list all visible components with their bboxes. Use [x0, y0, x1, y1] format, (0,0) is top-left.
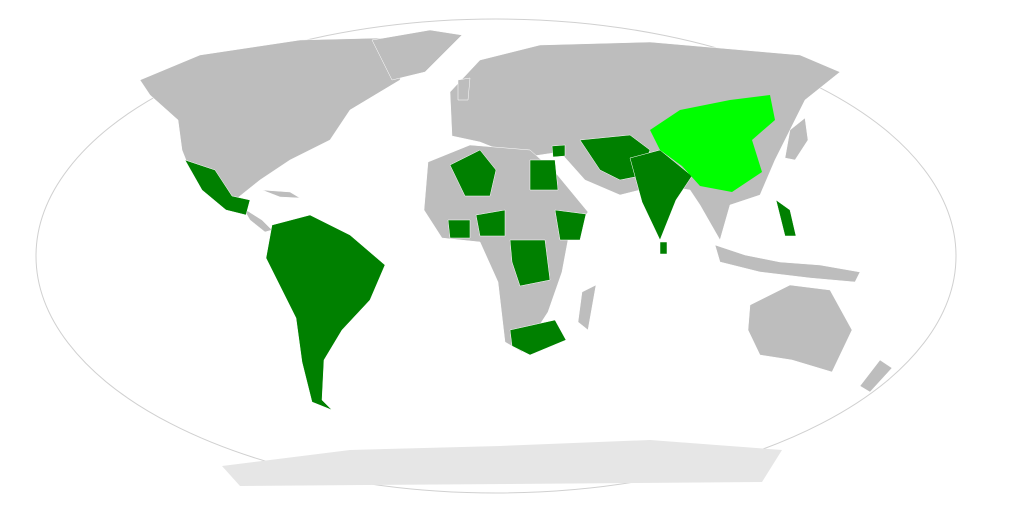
- central-america: [242, 207, 273, 233]
- land-default: [139, 29, 893, 393]
- sri-lanka: [659, 241, 668, 255]
- uk: [457, 77, 471, 101]
- syria: [551, 144, 566, 158]
- eurasia: [449, 41, 841, 241]
- antarctica: [222, 440, 782, 486]
- egypt: [529, 159, 559, 191]
- mexico: [184, 159, 251, 216]
- australia: [747, 284, 853, 373]
- dr-congo: [509, 239, 551, 287]
- south-america-highlight: [265, 214, 386, 411]
- africa: [423, 144, 589, 353]
- ethiopia: [554, 209, 587, 241]
- china: [650, 95, 775, 192]
- greenland: [371, 29, 463, 81]
- south-africa: [509, 319, 567, 356]
- algeria: [449, 149, 497, 197]
- north-america: [139, 37, 411, 201]
- caribbean: [261, 189, 301, 199]
- japan: [784, 117, 809, 161]
- new-zealand: [859, 359, 893, 393]
- indonesia: [714, 244, 861, 283]
- secondary-highlight-countries: [184, 134, 797, 411]
- cote-divoire-ghana: [447, 219, 471, 239]
- nigeria: [475, 209, 506, 237]
- madagascar: [577, 284, 597, 331]
- philippines: [775, 199, 797, 237]
